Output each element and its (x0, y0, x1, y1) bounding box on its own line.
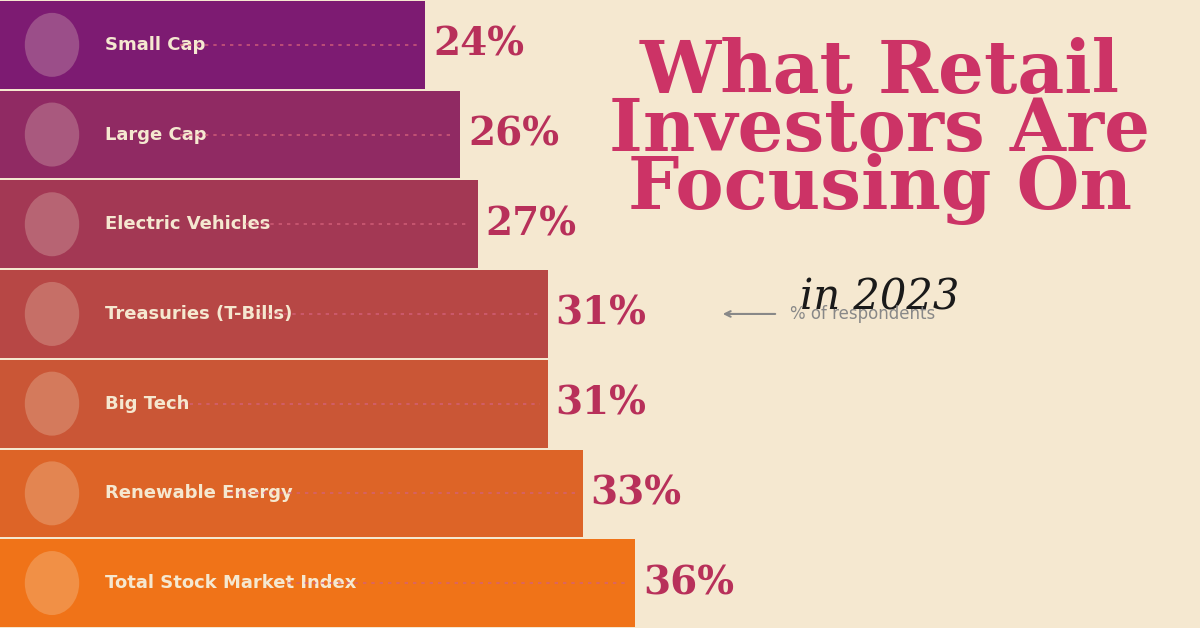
Text: 26%: 26% (468, 116, 559, 154)
Ellipse shape (25, 372, 79, 436)
Ellipse shape (25, 551, 79, 615)
Text: Renewable Energy: Renewable Energy (106, 484, 293, 502)
Ellipse shape (25, 462, 79, 526)
Text: Total Stock Market Index: Total Stock Market Index (106, 574, 356, 592)
Bar (0, 90, 460, 178)
Bar (0, 360, 547, 448)
Ellipse shape (25, 13, 79, 77)
Bar (0, 450, 582, 537)
Bar (0, 539, 635, 627)
Text: Treasuries (T-Bills): Treasuries (T-Bills) (106, 305, 293, 323)
Text: Electric Vehicles: Electric Vehicles (106, 215, 270, 233)
Bar (0, 1, 425, 89)
Text: 36%: 36% (643, 564, 734, 602)
Ellipse shape (25, 192, 79, 256)
Text: Big Tech: Big Tech (106, 394, 190, 413)
Text: 27%: 27% (486, 205, 577, 243)
Text: 24%: 24% (433, 26, 524, 64)
Bar (0, 270, 547, 358)
Bar (0, 180, 478, 268)
Text: in 2023: in 2023 (800, 277, 960, 319)
Ellipse shape (25, 282, 79, 346)
Text: 33%: 33% (590, 474, 682, 512)
Text: 31%: 31% (556, 384, 647, 423)
Text: Large Cap: Large Cap (106, 126, 206, 144)
Text: Investors Are: Investors Are (610, 95, 1151, 166)
Ellipse shape (25, 102, 79, 166)
Text: What Retail: What Retail (640, 38, 1120, 109)
Text: 31%: 31% (556, 295, 647, 333)
Text: % of respondents: % of respondents (790, 305, 935, 323)
Text: Small Cap: Small Cap (106, 36, 205, 54)
Text: Focusing On: Focusing On (628, 153, 1132, 225)
